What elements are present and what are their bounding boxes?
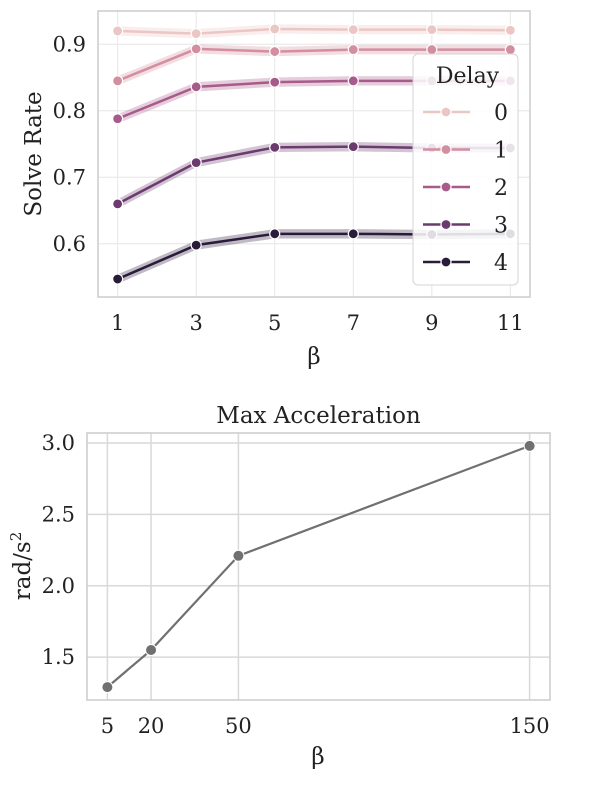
data-point xyxy=(504,43,516,56)
data-point xyxy=(426,43,438,56)
data-point xyxy=(112,273,124,285)
x-tick-label: 20 xyxy=(138,714,165,738)
data-point xyxy=(269,45,281,58)
series-line xyxy=(117,27,511,35)
data-point xyxy=(347,43,359,56)
data-point xyxy=(190,28,202,40)
data-point xyxy=(347,228,359,240)
legend-label: 2 xyxy=(494,176,508,201)
y-tick-label: 0.6 xyxy=(53,232,86,256)
y-axis-label: Solve Rate xyxy=(21,91,47,216)
data-point xyxy=(101,681,114,694)
y-tick-label: 0.9 xyxy=(53,32,86,56)
legend-swatch-marker xyxy=(440,181,452,193)
data-point xyxy=(190,157,202,169)
y-axis-label: rad/s2 xyxy=(7,532,36,601)
data-point xyxy=(112,75,124,87)
data-point xyxy=(190,239,202,251)
plot-frame xyxy=(86,432,551,701)
data-point xyxy=(112,25,124,37)
x-tick-label: 50 xyxy=(225,714,252,738)
y-tick-label: 3.0 xyxy=(42,431,75,455)
solve-rate-chart: 1 3 5 7 9 11 0.6 0.7 0.8 0.9 Delay 0 1 2 3 4 β Solve Rate xyxy=(21,10,531,370)
x-axis-label: β xyxy=(311,744,324,770)
data-point xyxy=(523,439,536,452)
chart-title: Max Acceleration xyxy=(216,403,421,429)
x-tick-label: 5 xyxy=(101,714,114,738)
legend-swatch-marker xyxy=(440,106,452,118)
y-axis-label-main: rad/s xyxy=(10,541,36,600)
plot-frame xyxy=(97,10,531,298)
series-line xyxy=(106,444,531,688)
y-tick-label: 1.5 xyxy=(42,645,75,669)
y-tick-label: 0.8 xyxy=(53,99,86,123)
data-point xyxy=(426,24,438,36)
x-tick-label: 11 xyxy=(497,311,524,335)
legend-swatch-marker xyxy=(440,143,452,156)
legend-title: Delay xyxy=(436,64,500,89)
legend-swatch-marker xyxy=(440,256,452,268)
y-axis-label-superscript: 2 xyxy=(7,532,25,542)
series-line xyxy=(117,47,511,82)
x-tick-label: 9 xyxy=(425,311,438,335)
data-point xyxy=(269,228,281,240)
data-point xyxy=(347,24,359,36)
x-axis-label: β xyxy=(307,344,320,370)
legend-label: 4 xyxy=(494,251,508,276)
legend-label: 0 xyxy=(494,101,508,126)
x-tick-label: 5 xyxy=(268,311,281,335)
legend-label: 3 xyxy=(494,214,508,239)
x-tick-label: 1 xyxy=(111,311,124,335)
y-tick-label: 2.5 xyxy=(42,502,75,526)
y-tick-label: 0.7 xyxy=(53,165,86,189)
data-point xyxy=(112,113,124,125)
data-point xyxy=(504,24,516,36)
data-point xyxy=(347,141,359,153)
data-point xyxy=(190,81,202,93)
data-point xyxy=(190,43,202,55)
max-acceleration-chart: Max Acceleration 5 20 50 150 1.5 2.0 2.5 3.0 β rad… xyxy=(7,403,551,770)
data-point xyxy=(269,76,281,88)
y-tick-label: 2.0 xyxy=(42,574,75,598)
series-ci-band xyxy=(117,76,511,124)
x-tick-label: 7 xyxy=(347,311,360,335)
legend: Delay 0 1 2 3 4 xyxy=(412,53,519,286)
series-ci-band xyxy=(117,24,511,39)
data-point xyxy=(232,549,245,562)
data-point xyxy=(269,23,281,35)
data-point xyxy=(269,141,281,153)
data-point xyxy=(347,75,359,87)
legend-label: 1 xyxy=(494,139,508,164)
data-point xyxy=(112,198,124,210)
legend-swatch-marker xyxy=(440,218,452,231)
data-point xyxy=(145,644,158,657)
x-tick-label: 3 xyxy=(189,311,202,335)
x-tick-label: 150 xyxy=(510,714,550,738)
